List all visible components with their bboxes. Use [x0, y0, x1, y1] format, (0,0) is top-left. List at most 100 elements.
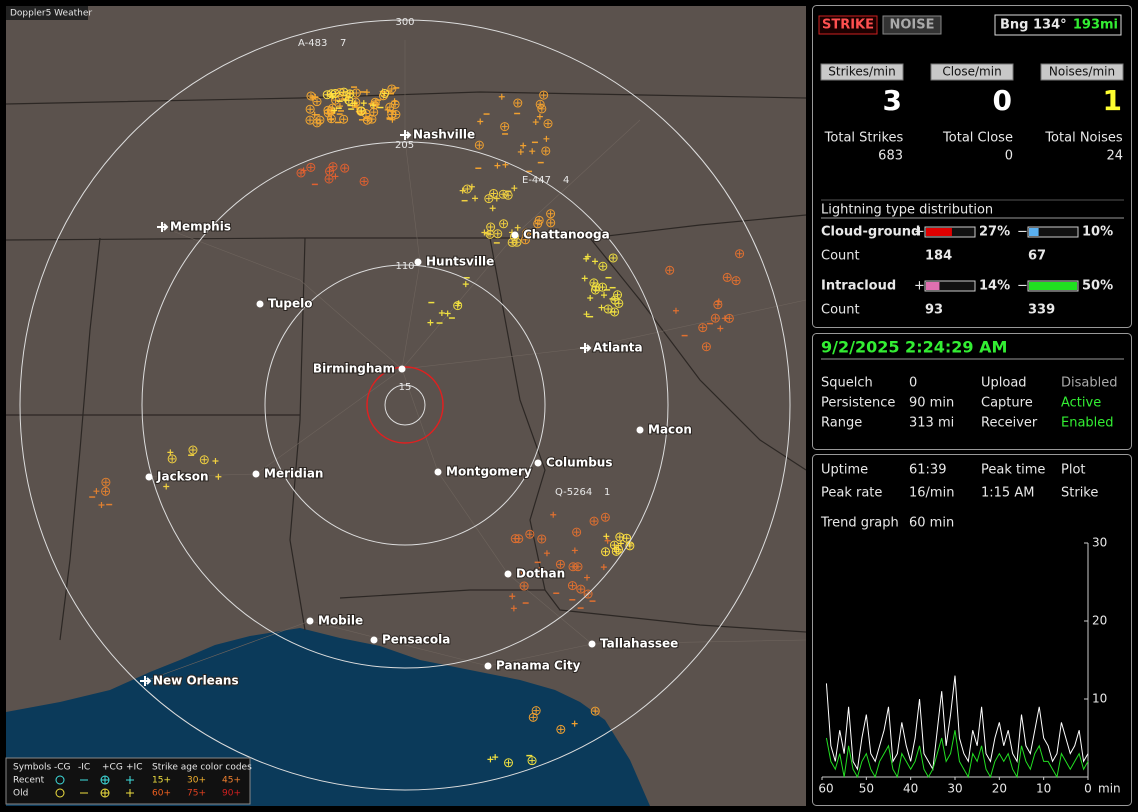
strike-symbol — [505, 192, 512, 199]
strike-symbol — [509, 593, 516, 600]
bar-fill — [926, 282, 940, 290]
strike-symbol — [600, 512, 610, 522]
strike-symbol — [519, 581, 529, 591]
bar-fill — [1029, 282, 1077, 290]
strike-symbol — [361, 178, 368, 185]
rate-header: Close/min — [942, 65, 1001, 79]
strike-symbol — [570, 563, 577, 570]
percent: 14% — [979, 279, 1010, 294]
legend-age: 75+ — [187, 789, 206, 799]
sign: − — [1017, 225, 1028, 240]
x-tick-label: 30 — [947, 782, 962, 796]
trend-window: 60 min — [909, 516, 954, 531]
strike-symbol — [296, 168, 306, 178]
strike-symbol — [358, 107, 365, 114]
strike-symbol — [721, 315, 728, 322]
strike-symbol — [332, 173, 339, 180]
city-dot — [256, 300, 264, 308]
city-label: Atlanta — [593, 341, 643, 355]
city-label: Tupelo — [268, 297, 313, 311]
strike-symbol — [611, 308, 618, 315]
strike-button[interactable] — [818, 15, 878, 35]
map: Doppler5 Weather 300 110 15 Nashville Mem… — [5, 6, 806, 806]
city-label: Montgomery — [446, 465, 532, 479]
trend-line — [825, 675, 1089, 771]
setting: Capture — [981, 396, 1033, 411]
legend-symbol — [100, 788, 110, 798]
ring — [141, 141, 669, 669]
noise-button-label[interactable]: NOISE — [889, 18, 934, 33]
legend-symbol — [55, 788, 65, 798]
count: 67 — [1028, 249, 1046, 264]
strike-symbol — [577, 586, 584, 593]
strike-symbol — [611, 546, 621, 556]
strike-symbol — [598, 261, 608, 271]
strike-symbol — [359, 176, 369, 186]
strike-symbol — [502, 161, 509, 168]
strike-symbol — [476, 142, 483, 149]
strike-symbol — [331, 107, 338, 114]
stat: 16/min — [909, 486, 954, 501]
title-box — [6, 6, 88, 20]
city-label: Birmingham — [313, 362, 395, 376]
strike-symbol — [326, 168, 333, 175]
strike-symbol — [332, 90, 339, 97]
trend-line — [825, 730, 1089, 779]
strike-symbol — [724, 274, 731, 281]
strike-button-label[interactable]: STRIKE — [822, 18, 874, 33]
strike-symbol — [351, 100, 358, 107]
strike-symbol — [356, 106, 366, 116]
strike-symbol — [98, 502, 105, 509]
strike-symbol — [313, 98, 320, 105]
x-tick-label: 10 — [1036, 782, 1051, 796]
percent: 10% — [1082, 225, 1113, 240]
bar-fill — [926, 228, 952, 236]
city-dot — [306, 617, 314, 625]
legend-text: Symbols — [13, 763, 52, 773]
strike-symbol — [533, 219, 543, 229]
strike-symbol — [665, 265, 675, 275]
strike-symbol — [592, 708, 599, 715]
strike-symbol — [710, 313, 720, 323]
strike-symbol — [545, 120, 552, 127]
rate-value: 3 — [883, 84, 902, 117]
strike-symbol — [672, 307, 679, 314]
setting: Range — [821, 416, 862, 431]
noise-button[interactable] — [882, 15, 942, 35]
strike-symbol — [529, 148, 536, 155]
strike-symbol — [520, 235, 530, 245]
x-tick-label: 20 — [992, 782, 1007, 796]
x-tick-label: 40 — [903, 782, 918, 796]
strike-symbol — [500, 191, 507, 198]
strike-symbol — [600, 564, 607, 571]
strike-symbol — [541, 146, 551, 156]
strike-symbol — [163, 483, 170, 490]
strike-symbol — [380, 89, 390, 99]
legend-age: 30+ — [187, 776, 206, 786]
legend-age: 90+ — [222, 789, 241, 799]
strike-symbol — [93, 488, 100, 495]
strike-symbol — [592, 258, 599, 265]
strike-symbol — [370, 97, 380, 107]
stat: Peak rate — [821, 486, 882, 501]
strike-symbol — [339, 87, 349, 97]
strike-symbol — [468, 183, 475, 190]
distribution-title: Lightning type distribution — [821, 203, 993, 218]
strike-symbol — [462, 281, 469, 288]
city-dot — [636, 426, 644, 434]
strike-symbol — [735, 249, 745, 259]
strike-symbol — [543, 135, 550, 142]
strike-symbol — [300, 167, 307, 174]
strike-symbol — [387, 84, 397, 94]
strike-symbol — [518, 568, 525, 575]
y-tick-label: 10 — [1092, 692, 1107, 706]
strike-symbol — [538, 535, 545, 542]
stat: Peak time — [981, 463, 1045, 478]
legend-text: Recent — [13, 776, 45, 786]
setting: Upload — [981, 376, 1027, 391]
strike-tag: 205 — [395, 140, 414, 151]
strike-symbol — [509, 239, 516, 246]
strike-symbol — [514, 224, 521, 231]
strike-symbol — [169, 455, 176, 462]
